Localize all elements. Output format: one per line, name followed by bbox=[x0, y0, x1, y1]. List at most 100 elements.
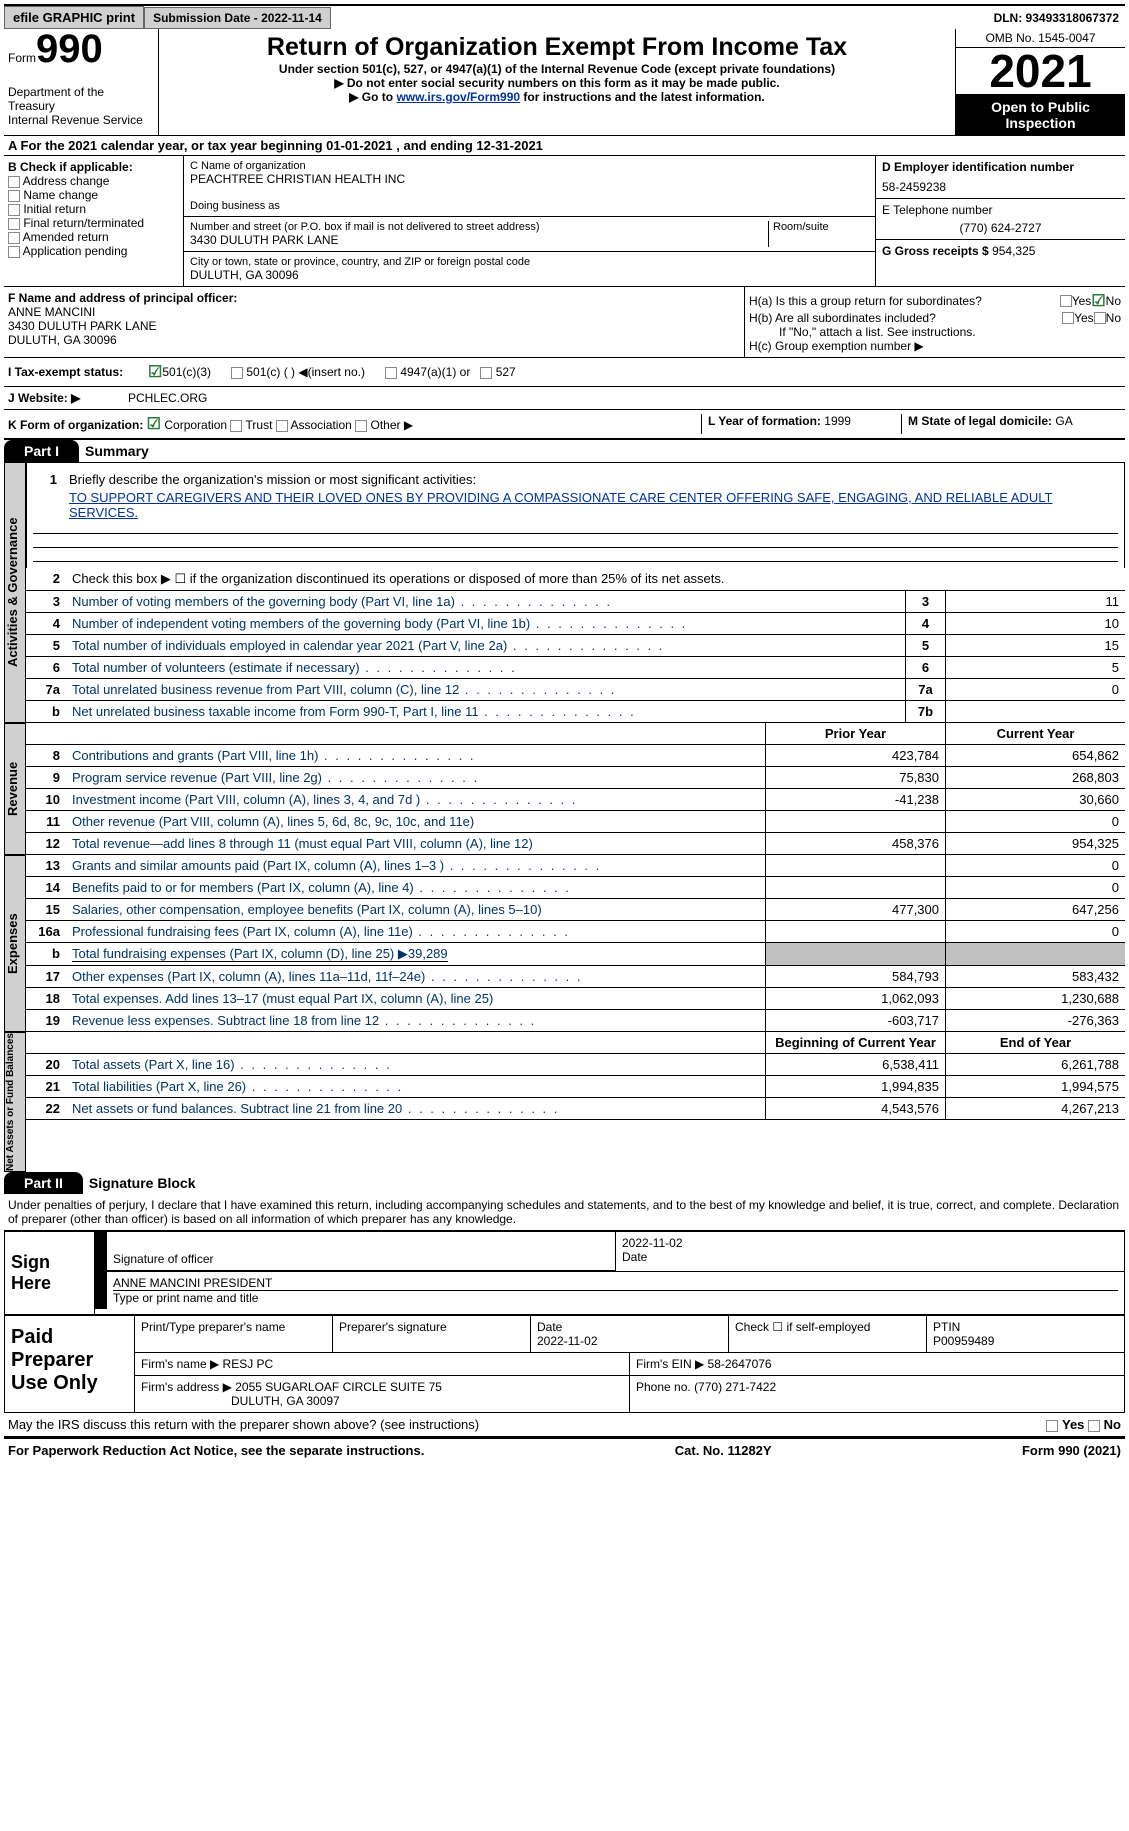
checkbox-4947[interactable] bbox=[385, 367, 397, 379]
checkbox-final-return[interactable] bbox=[8, 218, 20, 230]
c16b-shaded bbox=[945, 943, 1125, 965]
tab-netassets: Net Assets or Fund Balances bbox=[4, 1032, 26, 1172]
arrow-icon bbox=[95, 1232, 107, 1271]
val-6: 5 bbox=[945, 657, 1125, 678]
h-b-label: H(b) Are all subordinates included? bbox=[749, 311, 1062, 325]
p9: 75,830 bbox=[765, 767, 945, 788]
website-value: PCHLEC.ORG bbox=[128, 391, 207, 405]
c12: 954,325 bbox=[945, 833, 1125, 854]
checkbox-name-change[interactable] bbox=[8, 190, 20, 202]
h-c-label: H(c) Group exemption number ▶ bbox=[749, 339, 1121, 353]
p16b-shaded bbox=[765, 943, 945, 965]
c10: 30,660 bbox=[945, 789, 1125, 810]
checkbox-group-yes[interactable] bbox=[1060, 295, 1072, 307]
submission-date: Submission Date - 2022-11-14 bbox=[144, 7, 331, 29]
firm-phone: (770) 271-7422 bbox=[694, 1380, 776, 1394]
tab-activities: Activities & Governance bbox=[4, 462, 26, 723]
c9: 268,803 bbox=[945, 767, 1125, 788]
line2: Check this box ▶ ☐ if the organization d… bbox=[66, 568, 1125, 590]
dba-label: Doing business as bbox=[190, 200, 869, 212]
c14: 0 bbox=[945, 877, 1125, 898]
prep-name-hdr: Print/Type preparer's name bbox=[135, 1316, 333, 1352]
line5: Total number of individuals employed in … bbox=[66, 635, 905, 656]
firm-name: RESJ PC bbox=[223, 1357, 274, 1371]
checkbox-trust[interactable] bbox=[230, 420, 242, 432]
begin-year-hdr: Beginning of Current Year bbox=[765, 1032, 945, 1053]
c19: -276,363 bbox=[945, 1010, 1125, 1031]
p14 bbox=[765, 877, 945, 898]
checkbox-pending[interactable] bbox=[8, 246, 20, 258]
firm-ein: 58-2647076 bbox=[708, 1357, 772, 1371]
sig-date: 2022-11-02 bbox=[622, 1236, 1118, 1250]
checkbox-501c[interactable] bbox=[231, 367, 243, 379]
c22: 4,267,213 bbox=[945, 1098, 1125, 1119]
c8: 654,862 bbox=[945, 745, 1125, 766]
open-inspection: Open to Public Inspection bbox=[956, 95, 1125, 135]
ein-value: 58-2459238 bbox=[882, 180, 1119, 194]
checkbox-discuss-no[interactable] bbox=[1088, 1420, 1100, 1432]
sig-officer-label: Signature of officer bbox=[113, 1252, 214, 1266]
checkbox-527[interactable] bbox=[480, 367, 492, 379]
checkbox-sub-no[interactable] bbox=[1094, 312, 1106, 324]
year-formation: 1999 bbox=[824, 414, 851, 428]
checkbox-sub-yes[interactable] bbox=[1062, 312, 1074, 324]
p17: 584,793 bbox=[765, 966, 945, 987]
tab-revenue: Revenue bbox=[4, 723, 26, 855]
sign-here-label: Sign Here bbox=[5, 1232, 95, 1314]
efile-print-button[interactable]: efile GRAPHIC print bbox=[4, 6, 144, 29]
prep-sig-hdr: Preparer's signature bbox=[333, 1316, 531, 1352]
c21: 1,994,575 bbox=[945, 1076, 1125, 1097]
row-i-status: I Tax-exempt status: ☑ 501(c)(3) 501(c) … bbox=[4, 358, 1125, 387]
footer-left: For Paperwork Reduction Act Notice, see … bbox=[8, 1443, 424, 1458]
p20: 6,538,411 bbox=[765, 1054, 945, 1075]
page-title: Return of Organization Exempt From Incom… bbox=[163, 33, 951, 62]
part2-header: Part IISignature Block bbox=[4, 1172, 1125, 1194]
p10: -41,238 bbox=[765, 789, 945, 810]
p18: 1,062,093 bbox=[765, 988, 945, 1009]
form-label: Form bbox=[8, 51, 36, 65]
checkbox-amended[interactable] bbox=[8, 232, 20, 244]
mission-text: TO SUPPORT CAREGIVERS AND THEIR LOVED ON… bbox=[33, 490, 1118, 520]
checkbox-assoc[interactable] bbox=[276, 420, 288, 432]
dln-number: DLN: 93493318067372 bbox=[988, 8, 1125, 28]
val-5: 15 bbox=[945, 635, 1125, 656]
c-name-label: C Name of organization bbox=[190, 160, 869, 172]
c16a: 0 bbox=[945, 921, 1125, 942]
tab-expenses: Expenses bbox=[4, 855, 26, 1032]
addr-label: Number and street (or P.O. box if mail i… bbox=[190, 221, 768, 233]
h-b-note: If "No," attach a list. See instructions… bbox=[749, 325, 1121, 339]
end-year-hdr: End of Year bbox=[945, 1032, 1125, 1053]
p12: 458,376 bbox=[765, 833, 945, 854]
tax-year: 2021 bbox=[956, 48, 1125, 95]
topbar: efile GRAPHIC print Submission Date - 20… bbox=[4, 4, 1125, 29]
checkbox-discuss-yes[interactable] bbox=[1046, 1420, 1058, 1432]
prep-self-emp: Check ☐ if self-employed bbox=[729, 1316, 927, 1352]
p11 bbox=[765, 811, 945, 832]
room-label: Room/suite bbox=[773, 221, 869, 233]
subtitle-1: Under section 501(c), 527, or 4947(a)(1)… bbox=[163, 62, 951, 76]
checkbox-initial-return[interactable] bbox=[8, 204, 20, 216]
p22: 4,543,576 bbox=[765, 1098, 945, 1119]
irs-link[interactable]: www.irs.gov/Form990 bbox=[396, 90, 520, 104]
val-7b bbox=[945, 701, 1125, 722]
section-bc: B Check if applicable: Address change Na… bbox=[4, 156, 1125, 287]
checkbox-other[interactable] bbox=[355, 420, 367, 432]
footer-form: Form 990 (2021) bbox=[1022, 1443, 1121, 1458]
irs-label: Internal Revenue Service bbox=[8, 113, 154, 127]
prior-year-hdr: Prior Year bbox=[765, 723, 945, 744]
f-h-row: F Name and address of principal officer:… bbox=[4, 287, 1125, 358]
g-receipts-label: G Gross receipts $ bbox=[882, 244, 989, 258]
footer: For Paperwork Reduction Act Notice, see … bbox=[4, 1438, 1125, 1462]
org-name: PEACHTREE CHRISTIAN HEALTH INC bbox=[190, 172, 869, 186]
p19: -603,717 bbox=[765, 1010, 945, 1031]
checkbox-address-change[interactable] bbox=[8, 176, 20, 188]
form-number: 990 bbox=[36, 27, 103, 71]
p8: 423,784 bbox=[765, 745, 945, 766]
paid-preparer-section: Paid Preparer Use Only Print/Type prepar… bbox=[4, 1315, 1125, 1413]
paid-preparer-label: Paid Preparer Use Only bbox=[5, 1316, 135, 1412]
line4: Number of independent voting members of … bbox=[66, 613, 905, 634]
sign-here-section: Sign Here Signature of officer 2022-11-0… bbox=[4, 1231, 1125, 1315]
c13: 0 bbox=[945, 855, 1125, 876]
penalties-text: Under penalties of perjury, I declare th… bbox=[4, 1194, 1125, 1231]
line7a: Total unrelated business revenue from Pa… bbox=[66, 679, 905, 700]
